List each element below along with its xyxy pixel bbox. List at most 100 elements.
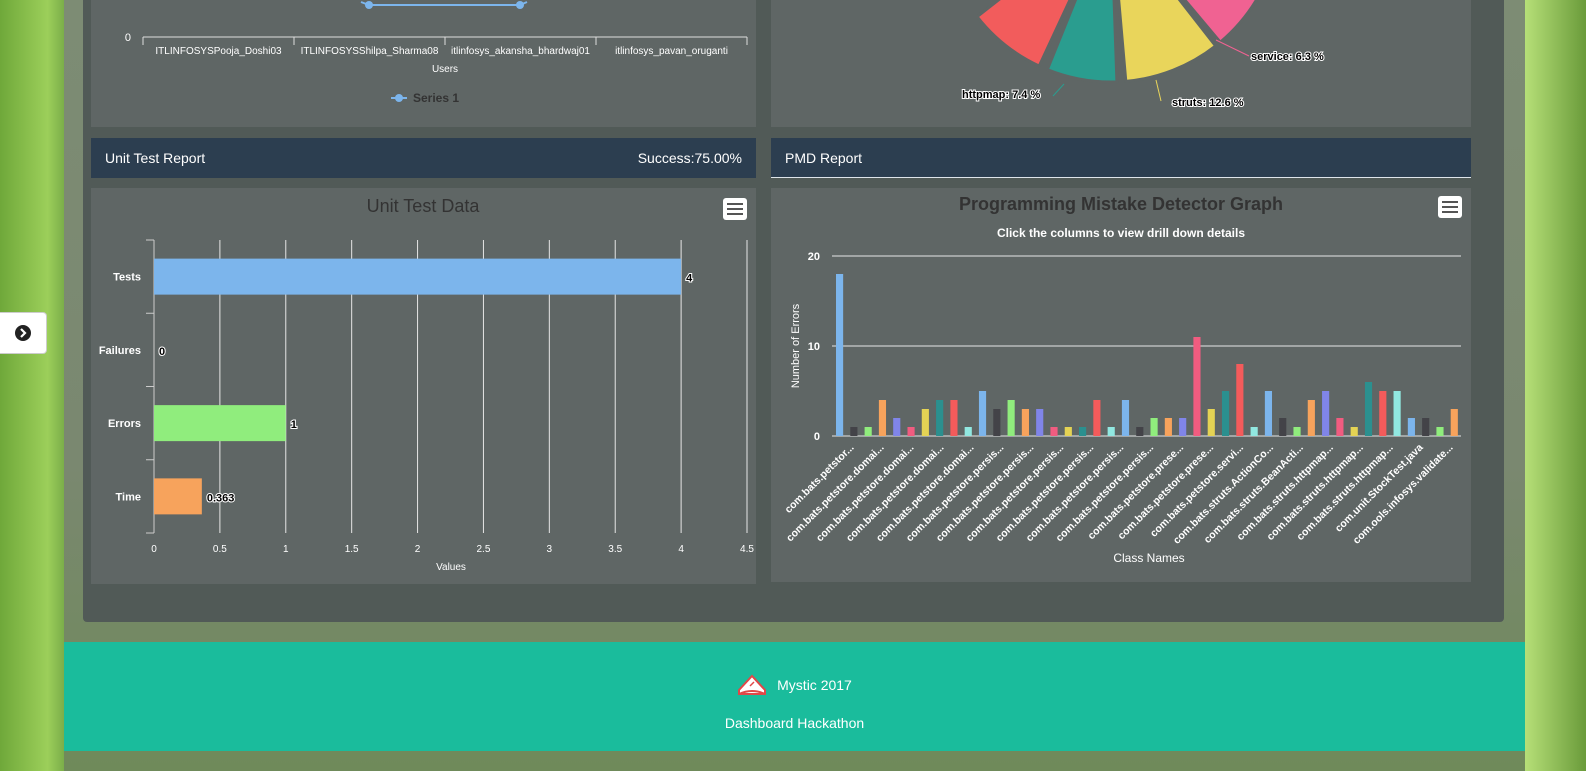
pmd-bar[interactable]: [1179, 418, 1187, 436]
y-tick-label: 20: [808, 251, 820, 263]
pmd-bar[interactable]: [936, 400, 944, 436]
label-connector: [1052, 83, 1065, 97]
pmd-bar[interactable]: [1264, 391, 1273, 436]
pmd-bar[interactable]: [1121, 400, 1130, 436]
pmd-bar[interactable]: [1064, 427, 1072, 436]
pmd-bar[interactable]: [1236, 364, 1244, 436]
pie-label-service: service: 6.3 %: [1251, 51, 1324, 63]
unit-test-chart: Unit Test Data 0 0.5 1 1.5 2 2.5 3 3.5 4 4.5 Tests 4…: [99, 196, 755, 573]
footer-brand-name: Mystic 2017: [777, 677, 852, 693]
book-logo-icon: [738, 674, 767, 695]
pmd-bar[interactable]: [1407, 418, 1415, 436]
legend-item[interactable]: Series 1: [413, 91, 459, 105]
pmd-bar[interactable]: [1136, 427, 1144, 436]
pmd-bar[interactable]: [1364, 382, 1373, 436]
x-tick-label: 2.5: [476, 544, 490, 555]
pmd-chart-menu-button[interactable]: [1438, 196, 1462, 218]
pmd-bar[interactable]: [993, 409, 1001, 436]
pmd-bar[interactable]: [1221, 391, 1230, 436]
pmd-bar[interactable]: [878, 400, 887, 436]
x-tick-label: 0: [151, 544, 157, 555]
pmd-bar[interactable]: [1093, 400, 1101, 436]
pmd-bar[interactable]: [1436, 427, 1444, 436]
pmd-bar[interactable]: [1293, 427, 1301, 436]
pmd-bar[interactable]: [1107, 427, 1115, 436]
pmd-bar[interactable]: [1336, 418, 1344, 436]
pmd-bar[interactable]: [1021, 409, 1029, 436]
footer-brand: Mystic 2017: [64, 672, 1525, 698]
pmd-bar[interactable]: [1079, 427, 1087, 436]
x-tick-label: 2: [415, 544, 421, 555]
chart-title: Unit Test Data: [367, 196, 481, 216]
y-axis-title: Number of Errors: [790, 303, 802, 388]
legend-marker: [395, 94, 403, 102]
pmd-bar[interactable]: [1450, 409, 1458, 436]
x-tick-label: 4: [678, 544, 684, 555]
x-tick-label: 3: [547, 544, 553, 555]
user-line-chart-panel: 0 ITLINFOSYSPooja_Doshi03 ITLINFOSYSShilpa…: [91, 0, 756, 127]
y-tick-label: 10: [808, 341, 820, 353]
pmd-bar[interactable]: [1193, 337, 1201, 436]
bar-time[interactable]: [154, 478, 202, 515]
y-category-label: Errors: [108, 418, 141, 430]
pmd-title: PMD Report: [785, 149, 863, 166]
pmd-bar[interactable]: [1379, 391, 1387, 436]
pie-slice[interactable]: [1115, 0, 1218, 83]
pmd-bar[interactable]: [1036, 409, 1044, 436]
pmd-bar[interactable]: [1164, 418, 1172, 436]
unit-test-chart-menu-button[interactable]: [723, 198, 747, 220]
x-tick-label: 3.5: [608, 544, 622, 555]
pmd-bar[interactable]: [893, 418, 901, 436]
x-tick-label: itlinfosys_pavan_oruganti: [615, 46, 728, 57]
pmd-bar[interactable]: [1150, 418, 1158, 436]
data-point[interactable]: [516, 1, 524, 9]
user-line-chart: 0 ITLINFOSYSPooja_Doshi03 ITLINFOSYSShilpa…: [125, 1, 748, 105]
y-category-label: Failures: [99, 345, 141, 357]
pmd-bar[interactable]: [864, 427, 872, 436]
pmd-bar[interactable]: [950, 400, 958, 436]
footer-subtitle: Dashboard Hackathon: [724, 715, 865, 731]
dashboard-content: 0 ITLINFOSYSPooja_Doshi03 ITLINFOSYSShilpa…: [83, 0, 1504, 622]
x-tick-label: itlinfosys_akansha_bhardwaj01: [451, 46, 590, 57]
pmd-bar[interactable]: [1207, 409, 1215, 436]
pmd-bar[interactable]: [1307, 400, 1315, 436]
hamburger-icon: [1442, 201, 1458, 203]
data-point[interactable]: [365, 1, 373, 9]
label-connector: [1215, 39, 1250, 57]
bar-tests[interactable]: [154, 258, 682, 295]
pmd-bar[interactable]: [1050, 427, 1058, 436]
pmd-bar[interactable]: [1250, 427, 1258, 436]
pmd-bar[interactable]: [964, 427, 972, 436]
pmd-bar[interactable]: [978, 391, 987, 436]
y-category-label: Time: [116, 491, 141, 503]
pie-slice[interactable]: [974, 0, 1090, 69]
x-axis-title: Class Names: [1113, 551, 1184, 565]
data-label: 0: [159, 346, 165, 358]
pmd-bar[interactable]: [1322, 391, 1330, 436]
pmd-bar[interactable]: [1393, 391, 1401, 436]
pmd-bar[interactable]: [1350, 427, 1358, 436]
y-tick-label: 0: [814, 431, 820, 443]
pmd-bar[interactable]: [1007, 400, 1015, 436]
unit-test-success-rate: Success:75.00%: [637, 150, 742, 166]
sidebar-toggle-button[interactable]: [0, 312, 47, 354]
pmd-bar[interactable]: [907, 427, 915, 436]
pmd-chart: Programming Mistake Detector Graph Click …: [782, 194, 1461, 565]
bar-errors[interactable]: [154, 405, 286, 442]
x-tick-label: 4.5: [740, 544, 754, 555]
x-tick-label: 0.5: [213, 544, 227, 555]
pmd-bar[interactable]: [836, 274, 844, 436]
data-label: 4: [686, 273, 693, 285]
footer: Mystic 2017 Dashboard Hackathon: [64, 642, 1525, 751]
pmd-bar[interactable]: [1422, 418, 1430, 436]
pmd-bar[interactable]: [921, 409, 929, 436]
pmd-header: PMD Report: [771, 138, 1471, 178]
pmd-bar[interactable]: [1279, 418, 1287, 436]
pmd-bar[interactable]: [850, 427, 858, 436]
hamburger-icon: [727, 203, 743, 205]
package-pie-chart-panel: service: 6.3 % httpmap: 7.4 % struts: 12.6…: [771, 0, 1471, 127]
chart-title: Programming Mistake Detector Graph: [959, 194, 1283, 214]
pie-slice[interactable]: [1045, 0, 1119, 84]
series-line: [360, 1, 528, 6]
label-connector: [1155, 79, 1162, 102]
